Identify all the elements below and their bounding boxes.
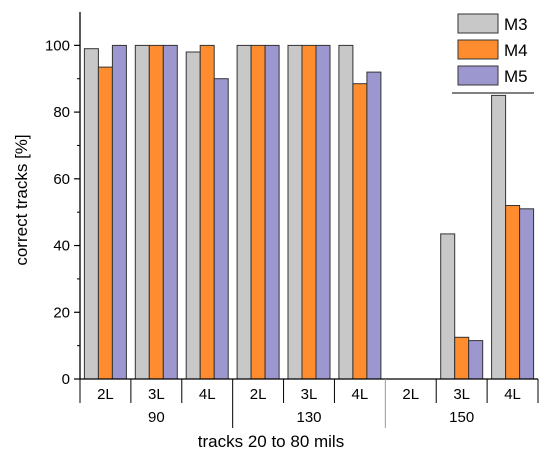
bar-m5-2 xyxy=(162,44,178,380)
bar-m4-6 xyxy=(352,83,368,380)
y-tick-label: 0 xyxy=(62,371,70,388)
x-tick-label: 2L xyxy=(250,386,267,403)
bar-m5-3 xyxy=(213,78,229,380)
y-tick-label: 60 xyxy=(53,171,70,188)
legend-swatch-m3 xyxy=(457,13,499,34)
x-tick-label: 3L xyxy=(148,386,165,403)
group-label: 130 xyxy=(296,409,321,426)
x-tick-label: 2L xyxy=(402,386,419,403)
bar-m4-2 xyxy=(148,44,164,380)
bar-m3-4 xyxy=(236,44,252,380)
bar-m4-8 xyxy=(454,336,470,380)
y-tick-label: 80 xyxy=(53,104,70,121)
y-tick-label: 20 xyxy=(53,304,70,321)
bar-m3-3 xyxy=(185,51,201,380)
x-tick-label: 2L xyxy=(97,386,114,403)
x-tick-label: 3L xyxy=(453,386,470,403)
bar-m4-5 xyxy=(301,44,317,380)
y-axis-title: correct tracks [%] xyxy=(12,134,31,265)
legend: M3 M4 M5 xyxy=(452,13,534,94)
group-label: 90 xyxy=(148,409,165,426)
legend-label-m4: M4 xyxy=(504,41,528,60)
bar-m3-1 xyxy=(83,48,99,380)
x-tick-label: 3L xyxy=(301,386,318,403)
bar-m5-5 xyxy=(315,44,331,380)
category-labels: 2L 3L 4L 2L 3L 4L 2L 3L 4L xyxy=(97,386,521,403)
bar-m5-1 xyxy=(111,44,127,380)
axes-layer: 0 20 40 60 80 100 xyxy=(45,12,539,428)
group-labels: 90 130 150 xyxy=(148,409,474,426)
x-tick-label: 4L xyxy=(504,386,521,403)
bar-m4-1 xyxy=(97,66,113,380)
x-axis-title: tracks 20 to 80 mils xyxy=(198,432,344,451)
legend-label-m5: M5 xyxy=(504,67,528,86)
legend-swatch-m4 xyxy=(457,39,499,60)
bars-layer xyxy=(83,44,535,380)
bar-m3-8 xyxy=(440,233,456,380)
x-tick-label: 4L xyxy=(352,386,369,403)
bar-m3-9 xyxy=(491,94,507,380)
x-tick-label: 4L xyxy=(199,386,216,403)
bar-m4-9 xyxy=(505,205,521,380)
bar-m5-9 xyxy=(519,208,535,380)
bar-m4-3 xyxy=(199,44,215,380)
bar-m5-4 xyxy=(264,44,280,380)
bar-m4-4 xyxy=(250,44,266,380)
bar-m3-6 xyxy=(338,44,354,380)
y-tick-label: 40 xyxy=(53,238,70,255)
y-tick-label: 100 xyxy=(45,37,70,54)
legend-label-m3: M3 xyxy=(504,15,528,34)
bar-m5-6 xyxy=(366,71,382,380)
legend-swatch-m5 xyxy=(457,65,499,86)
bar-m5-8 xyxy=(468,340,484,380)
bar-m3-5 xyxy=(287,44,303,380)
group-label: 150 xyxy=(449,409,474,426)
bar-m3-2 xyxy=(134,44,150,380)
